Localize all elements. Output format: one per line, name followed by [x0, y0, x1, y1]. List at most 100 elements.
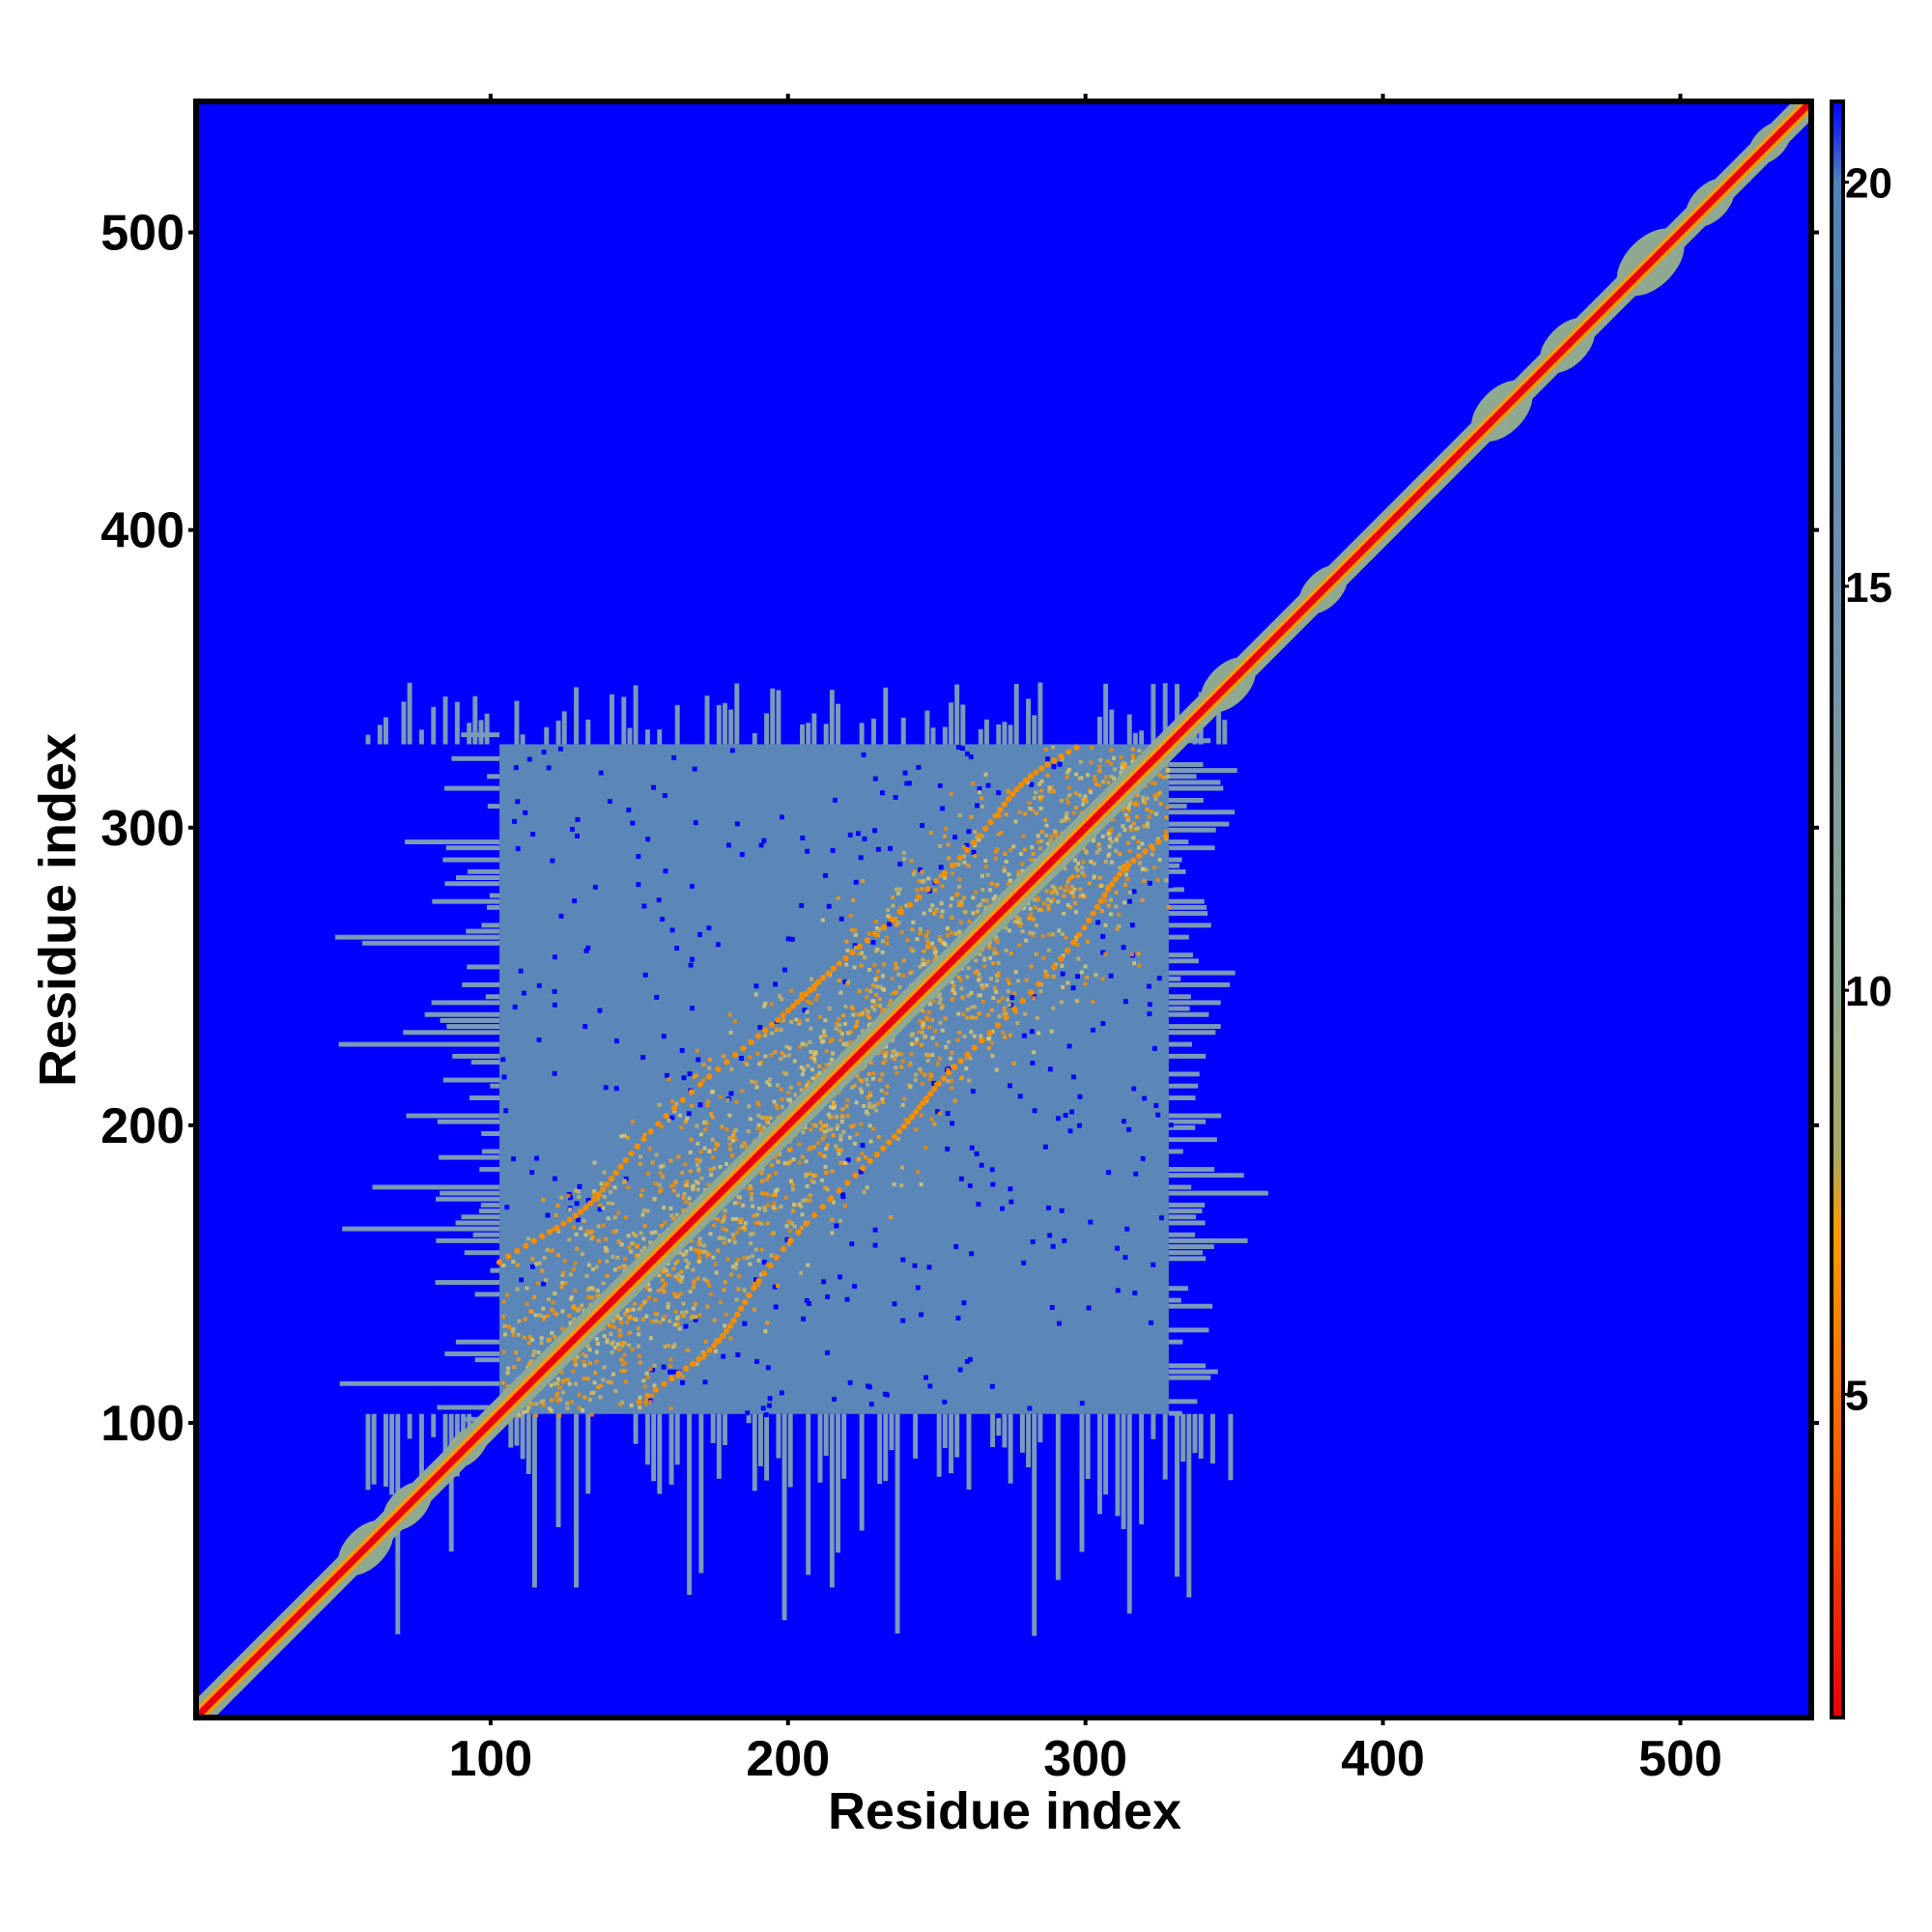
domain-contact — [1092, 874, 1096, 879]
domain-contact — [748, 1232, 753, 1236]
domain-gap — [931, 1081, 937, 1086]
domain-contact — [594, 1293, 599, 1298]
domain-contact — [622, 1360, 627, 1365]
domain-contact — [885, 935, 890, 940]
domain-contact — [610, 1350, 614, 1355]
domain-contact — [842, 1021, 847, 1026]
domain-gap — [906, 781, 912, 786]
domain-fringe — [1168, 1220, 1206, 1226]
domain-contact — [713, 1262, 718, 1266]
secondary-contact-mark — [740, 1045, 747, 1052]
domain-gap — [597, 1008, 603, 1013]
domain-gap — [640, 1055, 646, 1061]
domain-contact — [871, 1076, 876, 1081]
domain-contact — [808, 1193, 812, 1198]
domain-contact — [684, 1249, 689, 1254]
domain-contact — [926, 1053, 931, 1058]
domain-contact — [850, 927, 855, 932]
domain-contact — [794, 1017, 799, 1022]
domain-gap — [858, 1169, 864, 1175]
domain-contact — [909, 858, 914, 863]
secondary-contact-mark — [762, 1027, 769, 1034]
domain-contact — [1147, 814, 1151, 819]
domain-contact — [617, 1265, 622, 1270]
domain-contact — [1121, 824, 1125, 829]
domain-contact — [1016, 869, 1021, 874]
domain-contact — [722, 1240, 726, 1245]
domain-gap — [636, 882, 641, 888]
secondary-contact-mark — [1070, 939, 1077, 946]
domain-gap — [942, 1399, 948, 1405]
domain-contact — [844, 962, 849, 967]
domain-fringe — [418, 729, 424, 745]
domain-contact — [1063, 888, 1067, 893]
domain-fringe — [633, 685, 639, 745]
domain-gap — [950, 1121, 955, 1126]
domain-contact — [837, 1151, 841, 1156]
domain-gap — [1129, 923, 1135, 928]
domain-fringe — [487, 774, 500, 780]
domain-fringe — [1168, 1369, 1218, 1375]
domain-contact — [629, 1249, 634, 1254]
secondary-contact-mark — [767, 1262, 774, 1269]
domain-contact — [577, 1392, 582, 1397]
x-tick-label: 200 — [746, 1731, 830, 1787]
domain-contact — [771, 1192, 776, 1197]
domain-contact — [546, 1297, 551, 1302]
domain-gap — [990, 1181, 996, 1187]
domain-contact — [640, 1212, 645, 1217]
domain-gap — [500, 1057, 506, 1063]
domain-gap — [847, 832, 853, 838]
domain-gap — [927, 1383, 933, 1389]
domain-gap — [592, 884, 598, 890]
domain-fringe — [1168, 994, 1191, 1000]
domain-gap — [845, 1157, 851, 1163]
domain-contact — [696, 1157, 700, 1162]
domain-contact — [838, 1037, 843, 1042]
domain-contact — [639, 1154, 643, 1159]
domain-contact — [621, 1264, 626, 1268]
domain-contact — [551, 1300, 555, 1305]
domain-contact — [644, 1314, 649, 1319]
domain-contact — [883, 1059, 888, 1064]
domain-gap — [1121, 945, 1126, 951]
domain-contact — [639, 1303, 644, 1308]
domain-fringe — [431, 1413, 437, 1437]
domain-contact — [1084, 850, 1089, 855]
domain-contact — [872, 1008, 877, 1012]
domain-gap — [953, 1244, 959, 1249]
domain-contact — [627, 1330, 632, 1335]
domain-contact — [646, 1282, 651, 1287]
domain-gap — [940, 806, 945, 811]
domain-contact — [622, 1341, 627, 1346]
domain-contact — [760, 1116, 765, 1121]
domain-gap — [546, 765, 552, 771]
domain-contact — [937, 938, 942, 943]
domain-fringe — [455, 1339, 500, 1345]
domain-gap — [526, 756, 532, 762]
domain-contact — [866, 1013, 870, 1018]
domain-contact — [812, 1052, 817, 1057]
domain-contact — [1021, 834, 1026, 838]
domain-contact — [1124, 867, 1129, 872]
domain-gap — [552, 1002, 557, 1008]
domain-gap — [872, 1227, 878, 1233]
domain-contact — [1109, 774, 1114, 779]
domain-contact — [1028, 906, 1033, 911]
domain-contact — [1111, 755, 1116, 760]
domain-contact — [821, 1029, 826, 1034]
domain-contact — [937, 1000, 942, 1005]
domain-contact — [511, 1326, 516, 1331]
domain-contact — [1045, 773, 1050, 778]
domain-contact — [668, 1207, 673, 1211]
domain-contact — [767, 1174, 772, 1179]
domain-contact — [1064, 814, 1068, 819]
domain-contact — [921, 957, 925, 962]
domain-gap — [1046, 1206, 1051, 1210]
domain-contact — [589, 1295, 594, 1300]
domain-contact — [1103, 952, 1108, 956]
domain-gap — [1062, 1238, 1067, 1243]
domain-gap — [1156, 976, 1162, 981]
domain-contact — [577, 1195, 582, 1200]
domain-contact — [646, 1295, 651, 1300]
